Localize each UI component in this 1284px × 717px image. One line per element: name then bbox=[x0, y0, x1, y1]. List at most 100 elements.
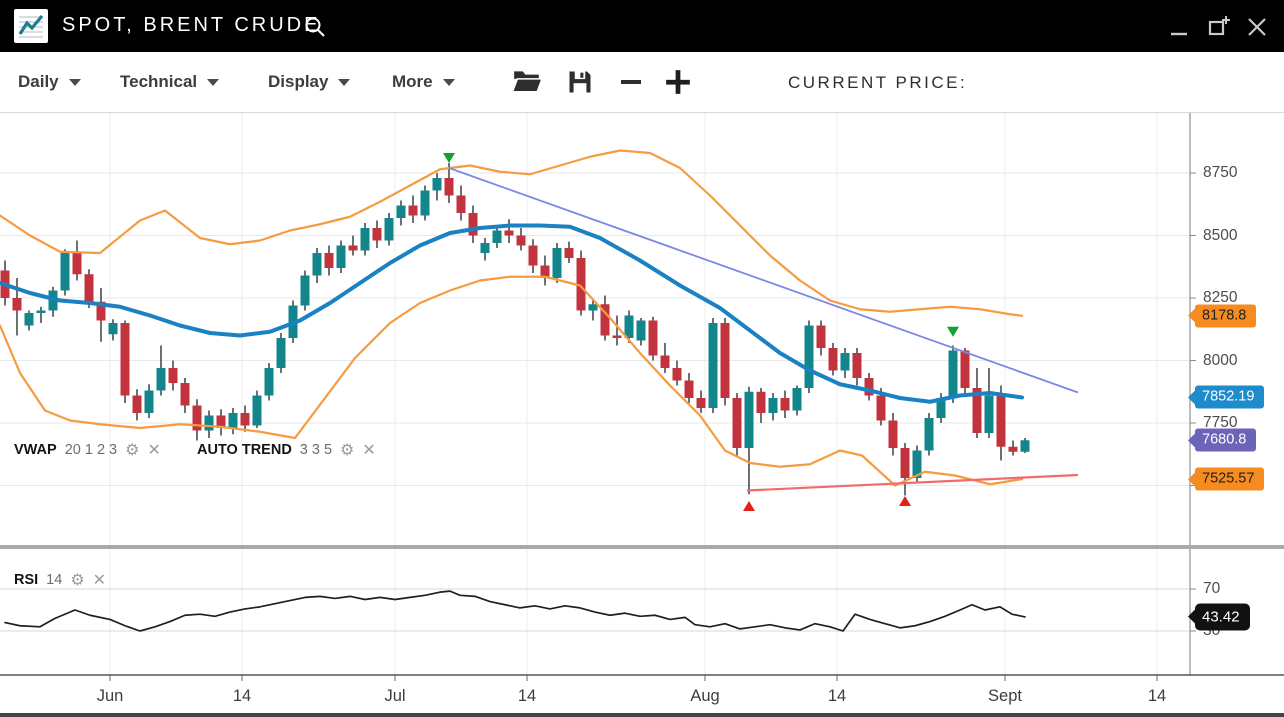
candle-up bbox=[636, 320, 646, 341]
legend-vwap-params: 20 1 2 3 bbox=[64, 442, 118, 458]
gear-icon[interactable]: ⚙ bbox=[340, 440, 355, 459]
candle-down bbox=[324, 253, 334, 268]
legend-auto-trend[interactable]: AUTO TREND 3 3 5 ⚙ ✕ bbox=[197, 440, 376, 459]
candle-down bbox=[900, 448, 910, 478]
candle-down bbox=[600, 304, 610, 336]
legend-rsi-params: 14 bbox=[46, 572, 63, 588]
close-icon[interactable]: ✕ bbox=[147, 440, 161, 459]
price-tag[interactable]: 7680.8 bbox=[1195, 428, 1257, 452]
app-logo-icon bbox=[14, 9, 48, 43]
price-tag[interactable]: 7525.57 bbox=[1195, 467, 1265, 491]
candle-up bbox=[840, 353, 850, 371]
candle-down bbox=[612, 335, 622, 338]
candle-down bbox=[192, 405, 202, 431]
interval-dropdown[interactable]: Daily bbox=[18, 52, 81, 112]
legend-auto-trend-params: 3 3 5 bbox=[299, 442, 333, 458]
candle-down bbox=[972, 388, 982, 433]
candle-up bbox=[336, 245, 346, 268]
buy-signal-triangle bbox=[743, 501, 755, 511]
folder-open-icon[interactable] bbox=[511, 68, 544, 96]
candle-down bbox=[240, 413, 250, 426]
candle-down bbox=[732, 398, 742, 448]
sell-signal-triangle bbox=[947, 326, 959, 337]
minimize-icon[interactable] bbox=[1166, 14, 1192, 40]
chevron-down-icon bbox=[442, 78, 455, 86]
candle-up bbox=[108, 323, 118, 335]
save-floppy-icon[interactable] bbox=[566, 68, 596, 96]
candle-up bbox=[312, 253, 322, 276]
rsi-value-tag[interactable]: 43.42 bbox=[1195, 603, 1250, 631]
candle-up bbox=[912, 450, 922, 478]
legend-vwap[interactable]: VWAP 20 1 2 3 ⚙ ✕ bbox=[14, 440, 161, 459]
bollinger-lower-line bbox=[0, 275, 1024, 487]
candle-down bbox=[852, 353, 862, 378]
candle-up bbox=[228, 413, 238, 428]
candle-up bbox=[936, 398, 946, 418]
candle-up bbox=[276, 338, 286, 368]
candle-up bbox=[264, 368, 274, 396]
candle-down bbox=[684, 380, 694, 398]
candle-up bbox=[552, 248, 562, 278]
candle-up bbox=[156, 368, 166, 391]
candle-down bbox=[84, 274, 94, 302]
price-tag[interactable]: 8178.8 bbox=[1195, 304, 1257, 328]
chevron-down-icon bbox=[68, 78, 81, 86]
candle-down bbox=[132, 395, 142, 413]
candle-up bbox=[708, 323, 718, 408]
auto-trend-support bbox=[746, 473, 1079, 492]
candle-up bbox=[480, 243, 490, 253]
panel-separator bbox=[0, 545, 1284, 549]
restore-window-icon[interactable] bbox=[1206, 14, 1232, 40]
more-dropdown-label: More bbox=[392, 72, 433, 91]
candle-down bbox=[564, 248, 574, 258]
vwap-line bbox=[0, 223, 1024, 404]
chevron-down-icon bbox=[207, 78, 220, 86]
candle-down bbox=[168, 368, 178, 383]
display-dropdown-label: Display bbox=[268, 72, 329, 91]
title-bar: SPOT, BRENT CRUDE bbox=[0, 0, 1284, 52]
candle-down bbox=[540, 265, 550, 278]
candle-up bbox=[804, 325, 814, 388]
search-icon[interactable] bbox=[303, 15, 327, 39]
candle-down bbox=[456, 195, 466, 213]
candle-down bbox=[660, 355, 670, 368]
price-tag[interactable]: 7852.19 bbox=[1195, 385, 1265, 409]
candle-down bbox=[996, 395, 1006, 447]
bollinger-upper-line bbox=[0, 149, 1024, 317]
candle-up bbox=[744, 391, 754, 448]
candle-down bbox=[576, 258, 586, 311]
legend-auto-trend-name: AUTO TREND bbox=[197, 442, 292, 458]
candle-down bbox=[408, 205, 418, 216]
candle-down bbox=[216, 415, 226, 428]
candle-up bbox=[144, 390, 154, 413]
zoom-out-minus-icon[interactable] bbox=[618, 70, 648, 98]
candle-up bbox=[432, 178, 442, 191]
close-window-icon[interactable] bbox=[1244, 14, 1270, 40]
sell-signal-triangle bbox=[443, 153, 455, 163]
window-title: SPOT, BRENT CRUDE bbox=[62, 14, 321, 36]
technical-dropdown[interactable]: Technical bbox=[120, 52, 220, 112]
close-icon[interactable]: ✕ bbox=[362, 440, 376, 459]
zoom-in-plus-icon[interactable] bbox=[664, 68, 694, 96]
candle-up bbox=[924, 418, 934, 451]
bottom-edge-bar bbox=[0, 713, 1284, 717]
candle-down bbox=[372, 228, 382, 241]
legend-rsi[interactable]: RSI 14 ⚙ ✕ bbox=[14, 570, 107, 589]
legend-rsi-name: RSI bbox=[14, 572, 39, 588]
candle-down bbox=[864, 378, 874, 396]
candle-up bbox=[984, 395, 994, 433]
candle-up bbox=[60, 253, 70, 291]
candle-down bbox=[516, 235, 526, 246]
close-icon[interactable]: ✕ bbox=[92, 570, 107, 589]
candle-up bbox=[384, 218, 394, 241]
gear-icon[interactable]: ⚙ bbox=[125, 440, 140, 459]
candle-up bbox=[792, 388, 802, 411]
candle-up bbox=[204, 415, 214, 431]
candle-down bbox=[120, 323, 130, 396]
display-dropdown[interactable]: Display bbox=[268, 52, 351, 112]
gear-icon[interactable]: ⚙ bbox=[70, 570, 85, 589]
more-dropdown[interactable]: More bbox=[392, 52, 455, 112]
candle-down bbox=[780, 398, 790, 411]
candle-up bbox=[252, 395, 262, 426]
